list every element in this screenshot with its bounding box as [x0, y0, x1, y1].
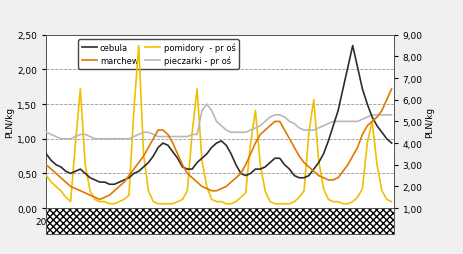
Legend: cebula, marchew, pomidory  - pr oś, pieczarki - pr oś: cebula, marchew, pomidory - pr oś, piecz…	[78, 40, 239, 69]
Y-axis label: PLN/kg: PLN/kg	[425, 106, 434, 137]
Y-axis label: PLN/kg: PLN/kg	[6, 106, 14, 137]
FancyBboxPatch shape	[46, 208, 394, 234]
